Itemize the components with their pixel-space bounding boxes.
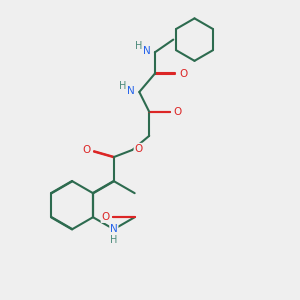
Text: N: N (110, 224, 118, 234)
Text: O: O (82, 145, 90, 155)
Text: O: O (134, 144, 142, 154)
Text: N: N (127, 85, 135, 96)
Text: H: H (118, 81, 126, 91)
Text: H: H (135, 41, 142, 51)
Text: O: O (101, 212, 110, 222)
Text: N: N (143, 46, 151, 56)
Text: H: H (110, 235, 118, 245)
Text: O: O (179, 69, 187, 79)
Text: O: O (173, 107, 181, 117)
